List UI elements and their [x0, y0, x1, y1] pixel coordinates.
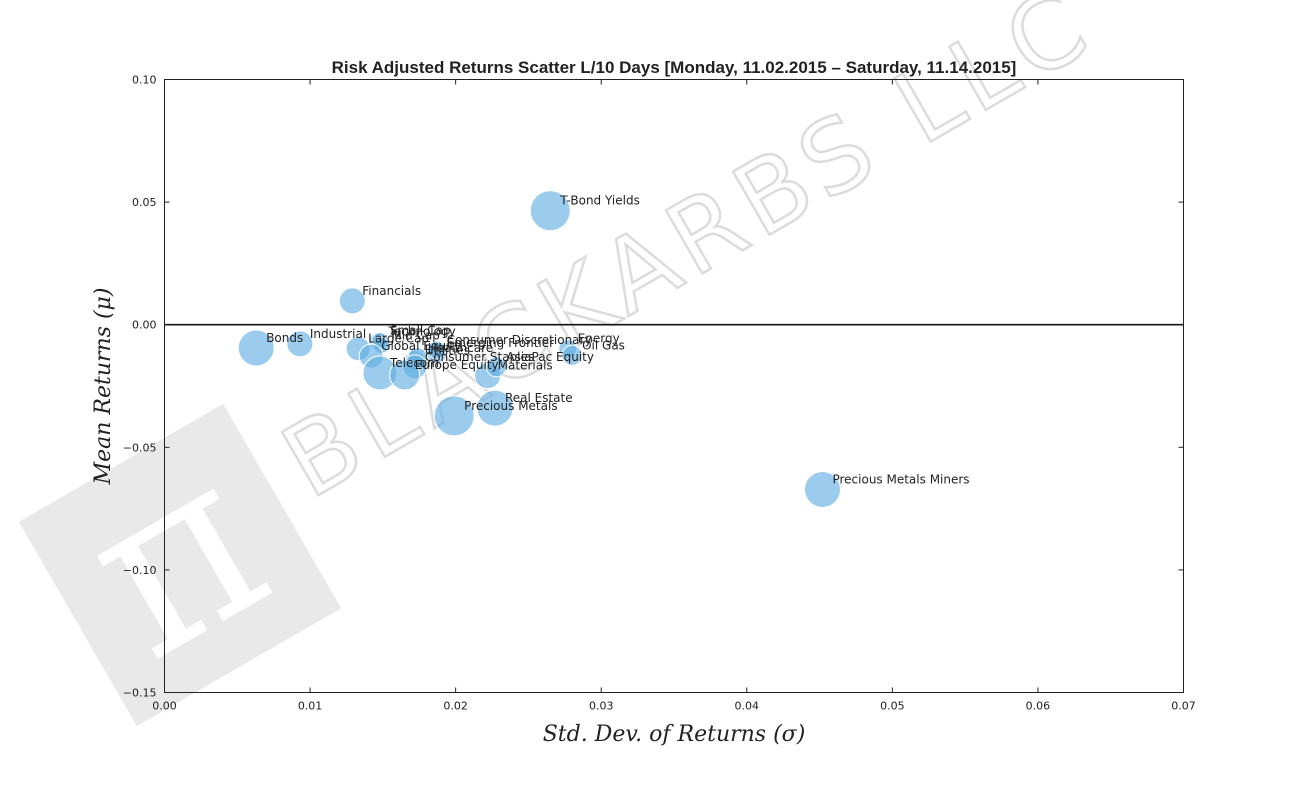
y-tick-label: −0.05: [123, 441, 157, 454]
scatter-point: [389, 359, 421, 391]
chart-title: Risk Adjusted Returns Scatter L/10 Days …: [332, 58, 1017, 77]
point-label: Technology: [387, 324, 455, 338]
point-label: Real Estate: [505, 391, 573, 405]
x-tick-label: 0.04: [735, 700, 760, 713]
scatter-point: [476, 389, 514, 427]
points-layer: [237, 190, 841, 508]
point-label: Precious Metals Miners: [832, 472, 969, 486]
point-label: Oil Gas: [582, 338, 625, 352]
point-label: Bonds: [266, 331, 303, 345]
scatter-point: [338, 287, 366, 315]
y-tick-label: 0.00: [132, 319, 157, 332]
point-label: Europe Equity: [415, 358, 499, 372]
x-tick-label: 0.03: [589, 700, 614, 713]
watermark-text-group: BLACKARBS LLC: [262, 0, 1113, 522]
point-label: Healthcare: [428, 341, 493, 355]
point-label: Energy: [578, 332, 620, 346]
scatter-point: [561, 344, 583, 366]
y-axis-ticks: 0.10 0.05 0.00 −0.05 −0.10 −0.15: [123, 74, 1184, 700]
watermark-logo-square: [18, 403, 342, 727]
scatter-point: [803, 470, 841, 508]
y-tick-label: −0.10: [123, 564, 157, 577]
plot-area-frame: [164, 79, 1184, 693]
point-label: Emerging Frontier: [447, 336, 554, 350]
point-label: Telecom: [389, 356, 439, 370]
y-tick-label: 0.05: [132, 196, 157, 209]
x-tick-label: 0.01: [298, 700, 323, 713]
point-label: AsiaPac Equity: [506, 350, 594, 364]
scatter-point: [529, 190, 571, 232]
point-label: Materials: [498, 359, 553, 373]
scatter-point: [433, 395, 475, 437]
point-label: Utilities: [425, 343, 470, 357]
y-axis-label: Mean Returns (μ): [91, 288, 116, 486]
x-axis-label: Std. Dev. of Returns (σ): [543, 722, 806, 747]
x-tick-label: 0.02: [443, 700, 468, 713]
x-tick-label: 0.07: [1171, 700, 1196, 713]
point-label: T-Bond Yields: [559, 194, 640, 208]
point-label: Small Cap: [390, 324, 451, 338]
x-tick-label: 0.00: [152, 700, 177, 713]
watermark-text: BLACKARBS LLC: [264, 0, 1112, 521]
x-axis-ticks: 0.00 0.01 0.02 0.03 0.04 0.05 0.06 0.07: [152, 79, 1196, 713]
point-label: Financials: [362, 284, 421, 298]
y-tick-label: 0.10: [132, 74, 157, 87]
point-labels-layer: T-Bond Yields Financials Bonds Industrial La…: [266, 194, 969, 487]
point-label: Consumer Staples: [425, 350, 534, 364]
point-label: Mid Cap: [391, 329, 439, 343]
scatter-point: [485, 356, 507, 378]
x-tick-label: 0.05: [880, 700, 905, 713]
point-label: Large Cap: [368, 332, 429, 346]
x-tick-label: 0.06: [1026, 700, 1051, 713]
point-label: Global Equity: [381, 339, 461, 353]
point-label: Consumer Discretionary: [447, 333, 592, 347]
scatter-point: [237, 329, 275, 367]
point-label: Industrial: [310, 327, 366, 341]
y-tick-label: −0.15: [123, 687, 157, 700]
scatter-point: [427, 340, 447, 360]
scatter-point: [286, 330, 314, 358]
point-label: Precious Metals: [464, 399, 557, 413]
